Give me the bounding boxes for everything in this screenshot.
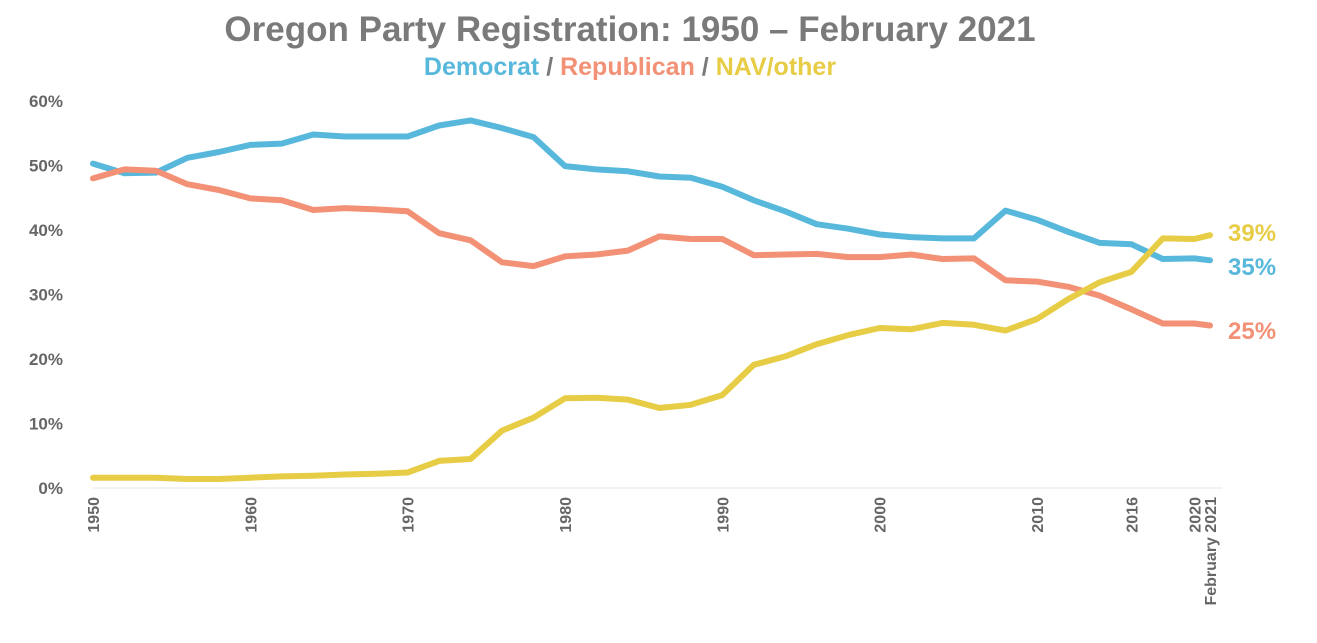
- subtitle-separator: /: [539, 53, 561, 81]
- x-tick-label: 1970: [401, 497, 418, 533]
- series-line-democrat: [90, 117, 1213, 264]
- y-tick-label: 0%: [38, 479, 63, 498]
- end-label-nav-other: 39%: [1228, 220, 1276, 247]
- subtitle-separator: /: [694, 53, 716, 81]
- x-tick-label: 1980: [558, 497, 575, 533]
- y-tick-label: 20%: [29, 350, 63, 369]
- x-tick-label: 2016: [1124, 497, 1141, 533]
- chart-title: Oregon Party Registration: 1950 – Februa…: [224, 10, 1036, 49]
- y-tick-label: 30%: [29, 286, 63, 305]
- x-tick-label: 2010: [1030, 497, 1047, 533]
- x-tick-label: February 2021: [1203, 497, 1220, 606]
- subtitle-democrat: Democrat: [423, 53, 540, 81]
- subtitle-republican: Republican: [560, 53, 695, 81]
- y-tick-label: 40%: [29, 221, 63, 240]
- x-tick-label: 1950: [86, 497, 103, 533]
- chart-subtitle: Democrat / Republican / NAV/other: [0, 53, 1260, 82]
- x-tick-label: 2000: [873, 497, 890, 533]
- x-tick-label: 1990: [715, 497, 732, 533]
- x-tick-label: 1960: [243, 497, 260, 533]
- x-tick-label: 2020: [1187, 497, 1204, 533]
- y-tick-label: 50%: [29, 157, 63, 176]
- series-line-republican: [90, 166, 1213, 329]
- y-tick-label: 10%: [29, 415, 63, 434]
- subtitle-nav-other: NAV/other: [715, 53, 837, 81]
- y-tick-label: 60%: [29, 92, 63, 111]
- end-label-republican: 25%: [1228, 318, 1276, 345]
- series-line-nav-other: [90, 232, 1213, 482]
- end-label-democrat: 35%: [1228, 254, 1276, 281]
